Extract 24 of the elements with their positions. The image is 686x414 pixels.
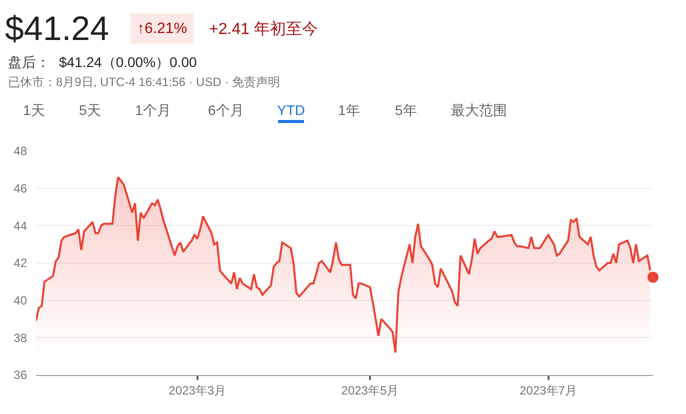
text: 1年: [338, 102, 360, 118]
text: 最大范围: [451, 102, 507, 118]
text: 5年: [395, 102, 417, 118]
text: 1天: [23, 102, 45, 118]
y-tick-label: 48: [14, 144, 28, 158]
y-tick-label: 42: [14, 256, 28, 270]
y-tick-label: 46: [14, 182, 28, 196]
text: 盘后：: [8, 54, 50, 70]
text: $41.24（0.00%）0.00: [59, 54, 197, 70]
x-tick-label: 2023年7月: [520, 383, 577, 398]
y-tick-label: 44: [14, 218, 28, 233]
chart-title: $41.24: [5, 10, 109, 48]
text: 1个月: [135, 102, 171, 118]
text: 6个月: [208, 102, 244, 118]
text: YTD: [277, 102, 305, 118]
x-tick-label: 2023年5月: [341, 383, 399, 398]
y-tick-label: 38: [14, 330, 28, 345]
text: 5天: [79, 102, 101, 118]
x-tick-label: 2023年3月: [168, 383, 226, 398]
y-tick-label: 36: [14, 368, 28, 382]
text: +2.41 年初至今: [209, 20, 318, 38]
text: 已休市：8月9日, UTC-4 16:41:56 · USD · 免责声明: [8, 75, 280, 89]
y-tick-label: 40: [14, 294, 28, 308]
text: ↑6.21%: [137, 20, 188, 37]
